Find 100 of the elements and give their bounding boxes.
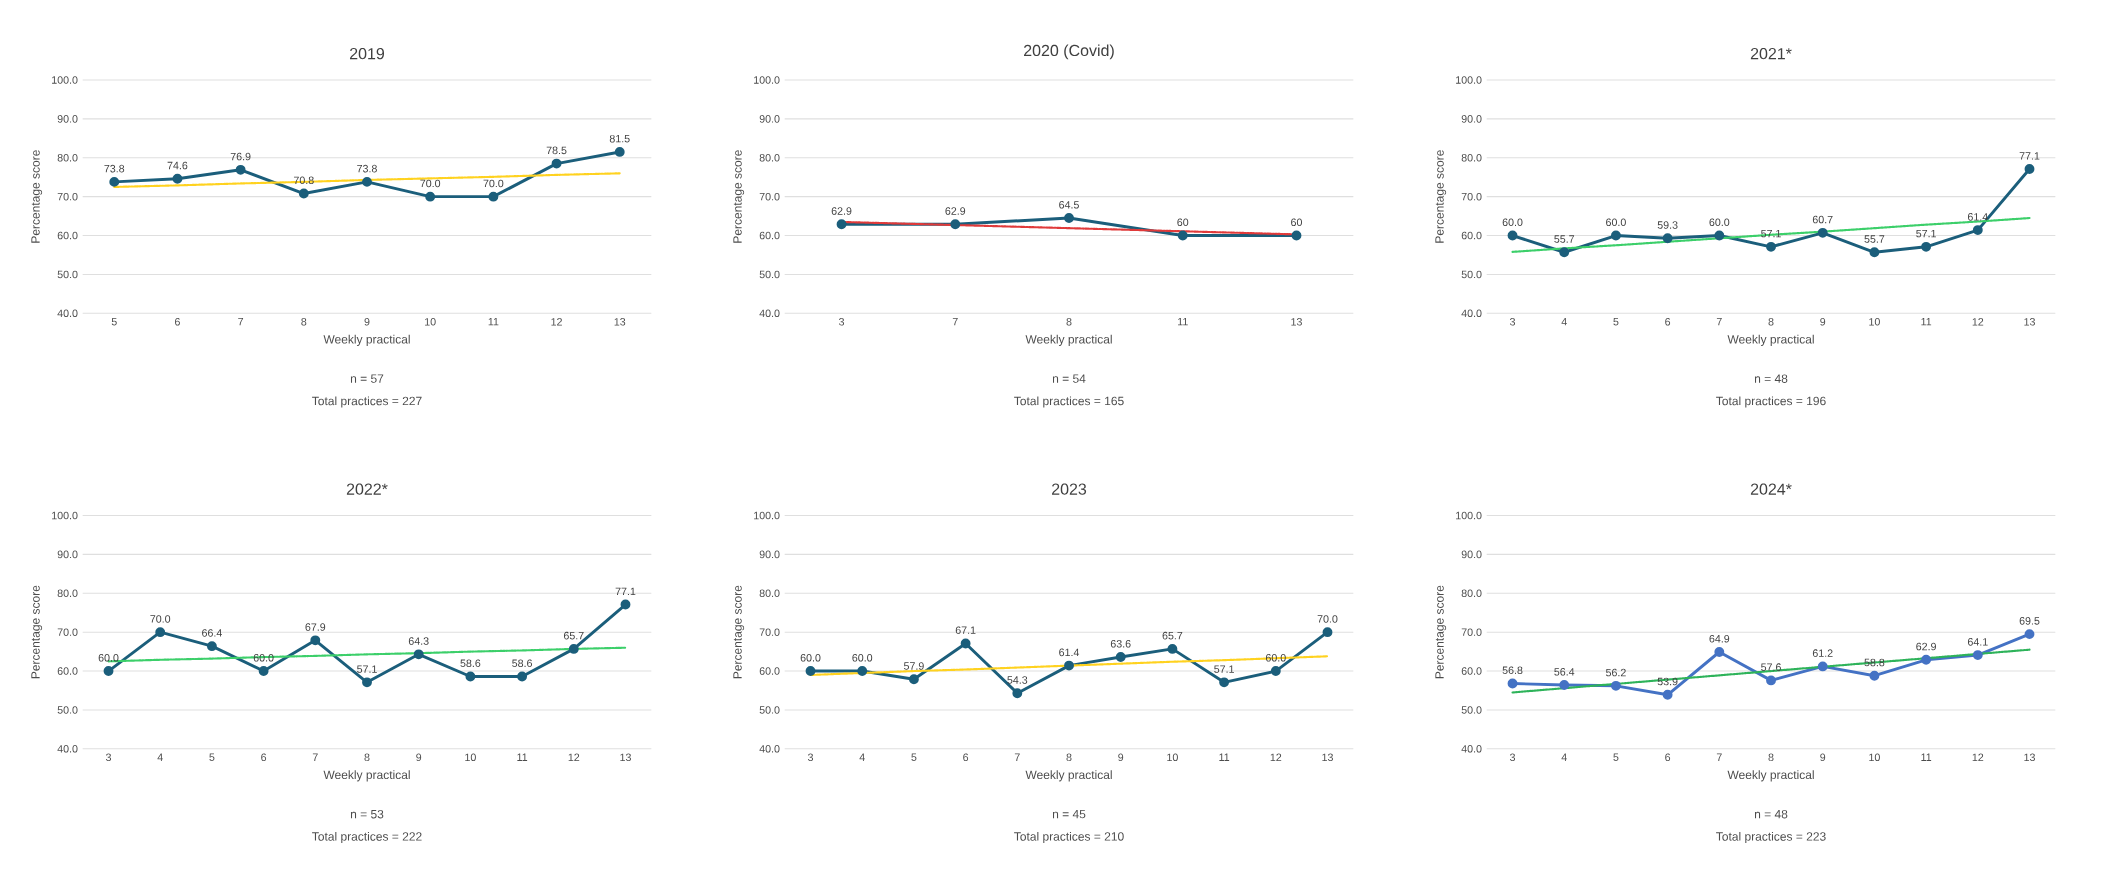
data-label: 60.0 xyxy=(1265,654,1286,662)
x-tick-label: 8 xyxy=(301,318,307,326)
y-tick-label: 50.0 xyxy=(759,270,780,279)
y-tick-label: 70.0 xyxy=(759,192,780,201)
y-tick-label: 40.0 xyxy=(759,309,780,318)
data-label: 62.9 xyxy=(945,207,966,215)
chart-title: 2021* xyxy=(1750,47,1792,60)
data-label: 57.1 xyxy=(357,665,377,673)
x-tick-label: 12 xyxy=(1972,318,1984,326)
data-label: 60.0 xyxy=(98,654,119,662)
point xyxy=(551,158,562,169)
data-label: 60.0 xyxy=(800,654,821,662)
point xyxy=(235,164,246,175)
point xyxy=(362,677,372,688)
data-label: 64.9 xyxy=(1709,634,1730,643)
data-label: 58.6 xyxy=(512,659,532,668)
point xyxy=(1921,241,1932,252)
point xyxy=(1115,652,1126,662)
data-label: 70.0 xyxy=(150,615,171,623)
x-tick-label: 5 xyxy=(1613,318,1619,326)
x-tick-label: 13 xyxy=(1322,753,1333,762)
data-label: 73.8 xyxy=(104,164,125,173)
text: n = 48 xyxy=(1754,809,1788,819)
x-tick-label: 9 xyxy=(1820,753,1826,762)
point xyxy=(1064,213,1074,223)
y-tick-label: 80.0 xyxy=(57,154,78,162)
point xyxy=(172,173,183,184)
text: n = 54 xyxy=(1052,374,1086,383)
point xyxy=(258,666,269,676)
point xyxy=(1869,247,1880,258)
point xyxy=(1714,230,1725,241)
point xyxy=(413,649,424,660)
point xyxy=(836,219,847,230)
data-label: 78.5 xyxy=(546,146,567,155)
x-axis-title: Weekly practical xyxy=(323,770,410,782)
point xyxy=(1012,688,1023,699)
data-label: 64.3 xyxy=(408,637,429,645)
data-label: 60 xyxy=(1291,218,1302,227)
point xyxy=(857,666,868,676)
point xyxy=(908,674,919,685)
y-tick-label: 70.0 xyxy=(1461,192,1482,201)
data-label: 77.1 xyxy=(2019,152,2040,160)
point xyxy=(1291,230,1302,241)
y-tick-label: 40.0 xyxy=(1461,309,1482,318)
x-tick-label: 12 xyxy=(1972,753,1984,761)
data-label: 60.0 xyxy=(852,654,873,662)
x-tick-label: 13 xyxy=(620,753,631,762)
y-tick-label: 40.0 xyxy=(759,745,780,753)
point xyxy=(488,191,499,202)
x-tick-label: 8 xyxy=(1768,753,1774,762)
x-tick-label: 6 xyxy=(1665,753,1671,762)
y-tick-label: 60.0 xyxy=(759,231,780,240)
data-label: 54.3 xyxy=(1007,676,1028,684)
y-tick-label: 80.0 xyxy=(57,589,78,598)
data-label: 56.2 xyxy=(1605,668,1626,677)
x-axis-title: Weekly practical xyxy=(323,334,410,346)
point xyxy=(517,671,528,682)
y-tick-label: 100.0 xyxy=(754,76,780,84)
text: Total practices = 223 xyxy=(1716,831,1826,844)
data-label: 60.0 xyxy=(1709,218,1730,227)
x-tick-label: 10 xyxy=(1869,753,1880,762)
x-tick-label: 3 xyxy=(105,753,112,762)
point xyxy=(298,188,309,199)
y-tick-label: 90.0 xyxy=(1461,115,1482,123)
y-tick-label: 70.0 xyxy=(57,628,78,636)
x-tick-label: 6 xyxy=(261,753,267,762)
data-label: 69.5 xyxy=(2019,617,2040,625)
x-tick-label: 5 xyxy=(1613,753,1619,761)
point xyxy=(103,666,114,676)
y-tick-label: 50.0 xyxy=(1461,270,1482,279)
x-tick-label: 11 xyxy=(1921,753,1932,761)
x-tick-label: 9 xyxy=(364,318,370,326)
text: Total practices = 227 xyxy=(312,396,422,408)
point xyxy=(206,641,217,652)
point xyxy=(155,627,166,638)
y-tick-label: 40.0 xyxy=(57,745,78,753)
text: Total practices = 196 xyxy=(1716,396,1826,408)
point xyxy=(1219,677,1230,688)
data-label: 60 xyxy=(1177,218,1189,227)
x-tick-label: 3 xyxy=(1509,318,1516,326)
x-tick-label: 5 xyxy=(911,753,917,761)
x-tick-label: 8 xyxy=(364,753,370,762)
data-label: 74.6 xyxy=(167,161,188,170)
text: n = 48 xyxy=(1754,374,1788,383)
point xyxy=(2024,629,2035,640)
x-tick-label: 4 xyxy=(1561,318,1567,326)
point xyxy=(1921,654,1932,665)
y-tick-label: 60.0 xyxy=(57,667,78,675)
x-axis-title: Weekly practical xyxy=(1727,334,1814,346)
y-axis-title: Percentage score xyxy=(31,150,43,243)
x-axis-title: Weekly practical xyxy=(1025,334,1112,346)
chart-title: 2022* xyxy=(346,483,388,495)
data-label: 57.1 xyxy=(1916,229,1936,238)
x-axis-title: Weekly practical xyxy=(1025,770,1112,782)
text: Total practices = 222 xyxy=(312,831,422,844)
x-tick-label: 9 xyxy=(1820,318,1826,326)
x-tick-label: 12 xyxy=(1270,753,1282,761)
point xyxy=(1559,680,1570,690)
point xyxy=(1064,660,1074,671)
x-tick-label: 7 xyxy=(1014,753,1020,761)
